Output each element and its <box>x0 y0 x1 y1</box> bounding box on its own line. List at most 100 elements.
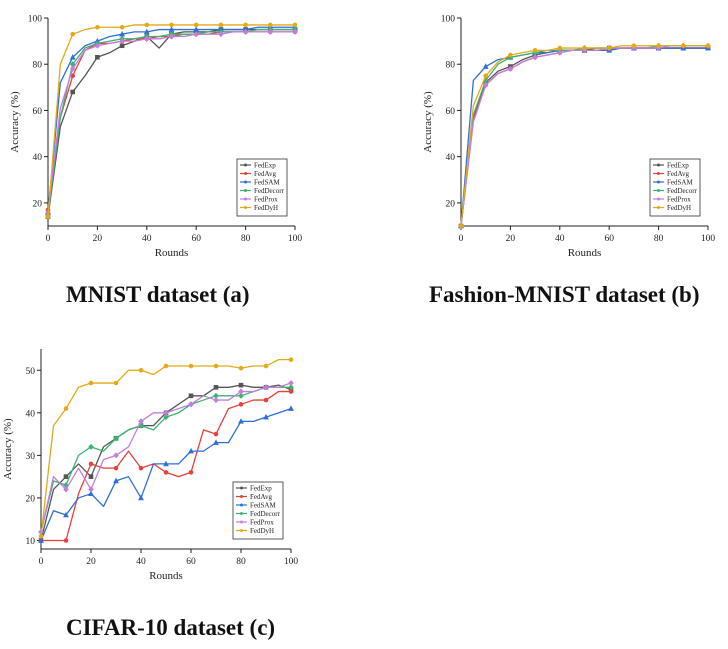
data-point-fedsam <box>63 511 69 518</box>
data-point-fedsam <box>482 63 489 69</box>
legend-marker-feddecorr <box>657 189 660 192</box>
y-axis-label: Accuracy (%) <box>9 91 21 153</box>
x-tick-label: 60 <box>186 557 196 567</box>
data-point-fedprox <box>143 35 150 42</box>
data-point-feddyh <box>169 22 174 28</box>
legend-label-fedprox: FedProx <box>250 519 274 527</box>
data-point-fedexp <box>188 393 194 399</box>
data-point-fedprox <box>267 28 274 35</box>
y-tick-label: 100 <box>28 15 43 25</box>
x-tick-label: 20 <box>506 234 516 244</box>
y-tick-label: 30 <box>26 452 36 462</box>
data-point-feddyh <box>88 380 94 386</box>
legend-marker-fedprox <box>240 520 243 524</box>
x-tick-label: 20 <box>86 557 96 567</box>
y-tick-label: 20 <box>26 494 36 504</box>
legend-marker-feddyh <box>244 206 247 209</box>
data-point-fedprox <box>119 38 125 45</box>
data-point-feddyh <box>288 357 294 362</box>
legend-label-fedexp: FedExp <box>250 485 272 493</box>
data-point-feddyh <box>188 363 194 369</box>
y-tick-label: 80 <box>446 61 456 71</box>
data-point-fedexp <box>119 43 125 49</box>
data-point-fedprox <box>242 28 249 35</box>
data-point-fedprox <box>507 65 514 72</box>
legend-box <box>649 158 701 217</box>
data-point-fedavg <box>163 470 169 475</box>
data-point-fedsam <box>113 477 119 484</box>
y-tick-label: 40 <box>26 409 36 419</box>
x-tick-label: 40 <box>555 234 565 244</box>
legend-label-fedexp: FedExp <box>667 162 689 170</box>
y-tick-label: 60 <box>33 107 43 117</box>
legend-label-fedsam: FedSAM <box>667 179 693 187</box>
legend-marker-feddyh <box>657 206 660 209</box>
caption-fashion-mnist: Fashion-MNIST dataset (b) <box>429 282 700 307</box>
legend-label-feddyh: FedDyH <box>254 204 278 212</box>
data-point-feddyh <box>458 223 464 229</box>
legend-marker-fedexp <box>657 163 660 167</box>
y-tick-label: 10 <box>26 537 36 547</box>
x-axis-label: Rounds <box>149 570 183 582</box>
legend-marker-fedexp <box>240 486 243 490</box>
data-point-fedavg <box>138 465 144 471</box>
y-tick-label: 100 <box>441 15 456 25</box>
legend-label-feddecorr: FedDecorr <box>667 187 698 195</box>
x-tick-label: 0 <box>459 234 464 244</box>
data-point-feddyh <box>508 52 513 58</box>
legend-marker-fedsam <box>244 180 247 184</box>
chart-panel-fashion-mnist: 0 20 40 60 80 100 20 40 60 80 100 Rounds Accuracy (%… <box>413 0 728 270</box>
y-axis-label: Accuracy (%) <box>422 91 434 153</box>
x-axis-label: Rounds <box>155 247 189 259</box>
data-point-fedprox <box>63 486 69 493</box>
legend-marker-feddyh <box>240 529 243 532</box>
legend-label-fedavg: FedAvg <box>254 170 277 178</box>
data-point-fedsam <box>188 447 194 454</box>
x-axis-label: Rounds <box>568 247 602 259</box>
data-point-fedprox <box>94 42 101 49</box>
data-point-feddyh <box>582 45 587 51</box>
y-tick-label: 40 <box>446 153 456 163</box>
data-point-fedprox <box>288 380 294 387</box>
y-tick-label: 40 <box>33 153 43 163</box>
data-point-fedexp <box>88 474 94 479</box>
data-point-feddecorr <box>238 392 244 399</box>
data-point-feddyh <box>705 43 711 49</box>
data-point-fedprox <box>263 384 269 391</box>
legend-label-feddyh: FedDyH <box>250 527 274 535</box>
legend-label-feddyh: FedDyH <box>667 204 691 212</box>
legend-label-fedprox: FedProx <box>667 196 691 204</box>
data-point-fedprox <box>168 33 175 40</box>
x-tick-label: 100 <box>701 234 716 244</box>
data-point-feddyh <box>119 24 125 30</box>
data-point-fedprox <box>163 409 169 416</box>
data-point-fedsam <box>69 54 76 60</box>
data-point-feddyh <box>163 363 169 369</box>
data-point-feddyh <box>213 363 219 369</box>
data-point-feddyh <box>63 406 69 411</box>
data-point-fedprox <box>218 31 224 38</box>
data-point-fedprox <box>292 28 298 35</box>
legend-marker-feddecorr <box>244 189 247 192</box>
data-point-feddyh <box>292 22 298 28</box>
y-axis-label: Accuracy (%) <box>2 418 14 480</box>
data-point-fedsam <box>138 494 144 501</box>
data-point-fedprox <box>532 54 538 61</box>
y-tick-label: 20 <box>446 199 456 209</box>
data-point-fedexp <box>238 382 244 388</box>
data-point-fedexp <box>95 54 100 60</box>
data-point-feddyh <box>243 22 248 28</box>
data-point-feddyh <box>680 43 686 49</box>
data-point-fedsam <box>88 490 94 496</box>
data-point-fedsam <box>38 537 44 543</box>
x-tick-label: 100 <box>284 557 299 567</box>
data-point-feddyh <box>95 24 100 30</box>
data-point-fedexp <box>63 474 69 479</box>
data-point-fedprox <box>138 418 144 425</box>
legend-label-fedprox: FedProx <box>254 196 278 204</box>
data-point-fedprox <box>69 65 76 72</box>
data-point-fedavg <box>88 461 94 467</box>
data-point-fedsam <box>163 460 169 467</box>
legend-marker-feddecorr <box>240 512 243 515</box>
data-point-feddecorr <box>113 435 119 442</box>
